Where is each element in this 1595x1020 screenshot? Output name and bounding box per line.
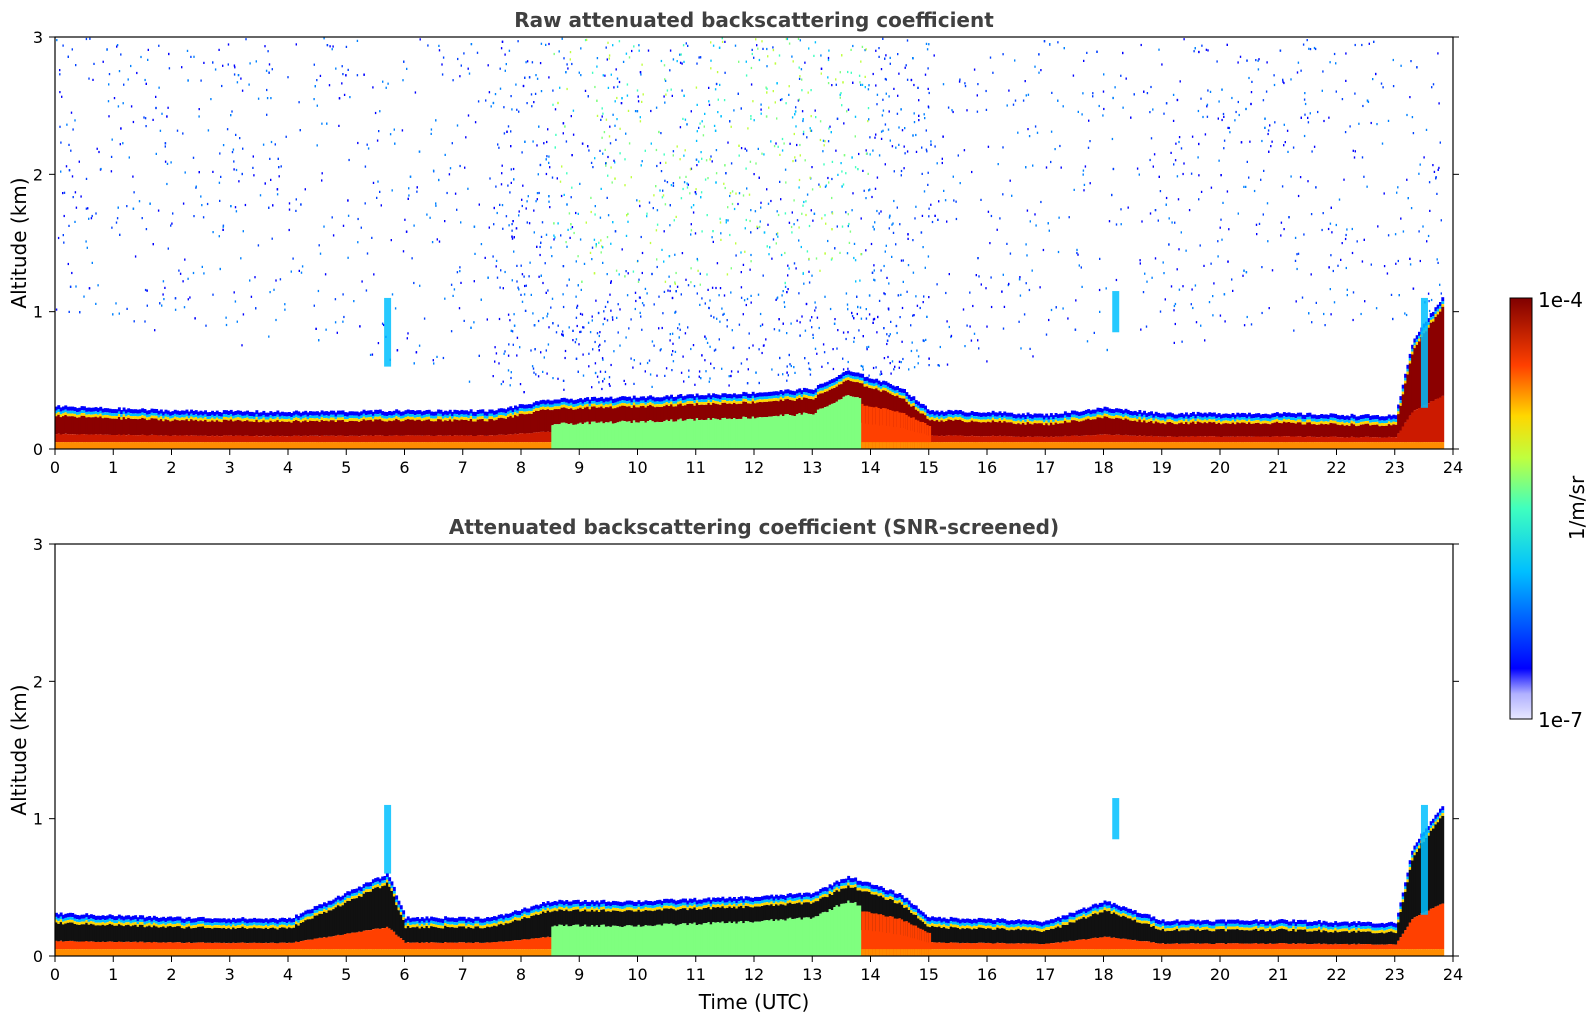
panel-screened-y-ticks: 0 1 2 3 [33, 535, 1459, 966]
panel-raw-y-ticks: 0 1 2 3 [33, 28, 1459, 459]
x-tick-label: 15 [919, 965, 939, 984]
x-tick-label: 2 [166, 458, 176, 477]
x-tick-label: 14 [860, 965, 880, 984]
panel-screened-title: Attenuated backscattering coefficient (S… [449, 515, 1059, 539]
x-tick-label: 18 [1093, 458, 1113, 477]
y-tick-label: 2 [33, 165, 43, 184]
colorbar-gradient [1509, 297, 1533, 720]
panel-raw-x-ticks: 0 1 2 3 4 5 6 7 8 9 10 11 12 13 14 15 16 17 18 19 20 21 22 23 24 [50, 449, 1463, 477]
y-tick-label: 2 [33, 672, 43, 691]
x-tick-label: 6 [399, 965, 409, 984]
x-tick-label: 10 [627, 965, 647, 984]
x-tick-label: 17 [1035, 965, 1055, 984]
x-tick-label: 5 [341, 965, 351, 984]
x-tick-label: 22 [1326, 458, 1346, 477]
x-tick-label: 16 [977, 458, 997, 477]
x-tick-label: 15 [919, 458, 939, 477]
x-tick-label: 23 [1385, 458, 1405, 477]
x-tick-label: 8 [516, 965, 526, 984]
x-tick-label: 7 [458, 965, 468, 984]
panel-raw-ylabel: Altitude (km) [7, 177, 31, 308]
x-tick-label: 13 [802, 965, 822, 984]
panel-raw-title: Raw attenuated backscattering coefficien… [514, 8, 994, 32]
x-tick-label: 19 [1152, 458, 1172, 477]
x-tick-label: 22 [1326, 965, 1346, 984]
x-tick-label: 19 [1152, 965, 1172, 984]
x-tick-label: 20 [1210, 965, 1230, 984]
x-tick-label: 10 [627, 458, 647, 477]
colorbar-unit-label: 1/m/sr [1565, 475, 1589, 540]
x-tick-label: 3 [225, 965, 235, 984]
x-tick-label: 4 [283, 458, 293, 477]
x-tick-label: 24 [1443, 458, 1463, 477]
y-tick-label: 1 [33, 303, 43, 322]
colorbar: 1e-4 1e-7 1/m/sr [1509, 288, 1589, 732]
x-tick-label: 11 [686, 965, 706, 984]
x-tick-label: 1 [108, 458, 118, 477]
x-tick-label: 6 [399, 458, 409, 477]
x-tick-label: 1 [108, 965, 118, 984]
y-tick-label: 3 [33, 28, 43, 47]
x-tick-label: 17 [1035, 458, 1055, 477]
colorbar-min-label: 1e-7 [1538, 708, 1583, 732]
x-tick-label: 8 [516, 458, 526, 477]
y-tick-label: 0 [33, 440, 43, 459]
x-tick-label: 7 [458, 458, 468, 477]
x-tick-label: 4 [283, 965, 293, 984]
x-axis-label: Time (UTC) [698, 990, 810, 1014]
panel-raw-frame [54, 36, 1454, 450]
panel-raw: Raw attenuated backscattering coefficien… [7, 8, 1463, 477]
x-tick-label: 20 [1210, 458, 1230, 477]
x-tick-label: 24 [1443, 965, 1463, 984]
x-tick-label: 21 [1268, 458, 1288, 477]
panel-screened-frame [54, 543, 1454, 957]
x-tick-label: 5 [341, 458, 351, 477]
panel-raw-heatmap [55, 37, 1445, 449]
panel-screened-x-ticks: 0 1 2 3 4 5 6 7 8 9 10 11 12 13 14 15 16 17 18 19 20 21 22 23 24 [50, 956, 1463, 984]
x-tick-label: 11 [686, 458, 706, 477]
x-tick-label: 9 [574, 965, 584, 984]
x-tick-label: 21 [1268, 965, 1288, 984]
x-tick-label: 14 [860, 458, 880, 477]
x-tick-label: 2 [166, 965, 176, 984]
x-tick-label: 12 [744, 965, 764, 984]
x-tick-label: 0 [50, 965, 60, 984]
x-tick-label: 0 [50, 458, 60, 477]
x-tick-label: 13 [802, 458, 822, 477]
colorbar-max-label: 1e-4 [1538, 288, 1583, 312]
x-tick-label: 12 [744, 458, 764, 477]
y-tick-label: 0 [33, 947, 43, 966]
y-tick-label: 1 [33, 810, 43, 829]
x-tick-label: 18 [1093, 965, 1113, 984]
x-tick-label: 23 [1385, 965, 1405, 984]
panel-screened-ylabel: Altitude (km) [7, 684, 31, 815]
x-tick-label: 3 [225, 458, 235, 477]
x-tick-label: 9 [574, 458, 584, 477]
y-tick-label: 3 [33, 535, 43, 554]
panel-screened-heatmap [55, 798, 1445, 956]
x-tick-label: 16 [977, 965, 997, 984]
panel-screened: Attenuated backscattering coefficient (S… [7, 515, 1463, 1014]
